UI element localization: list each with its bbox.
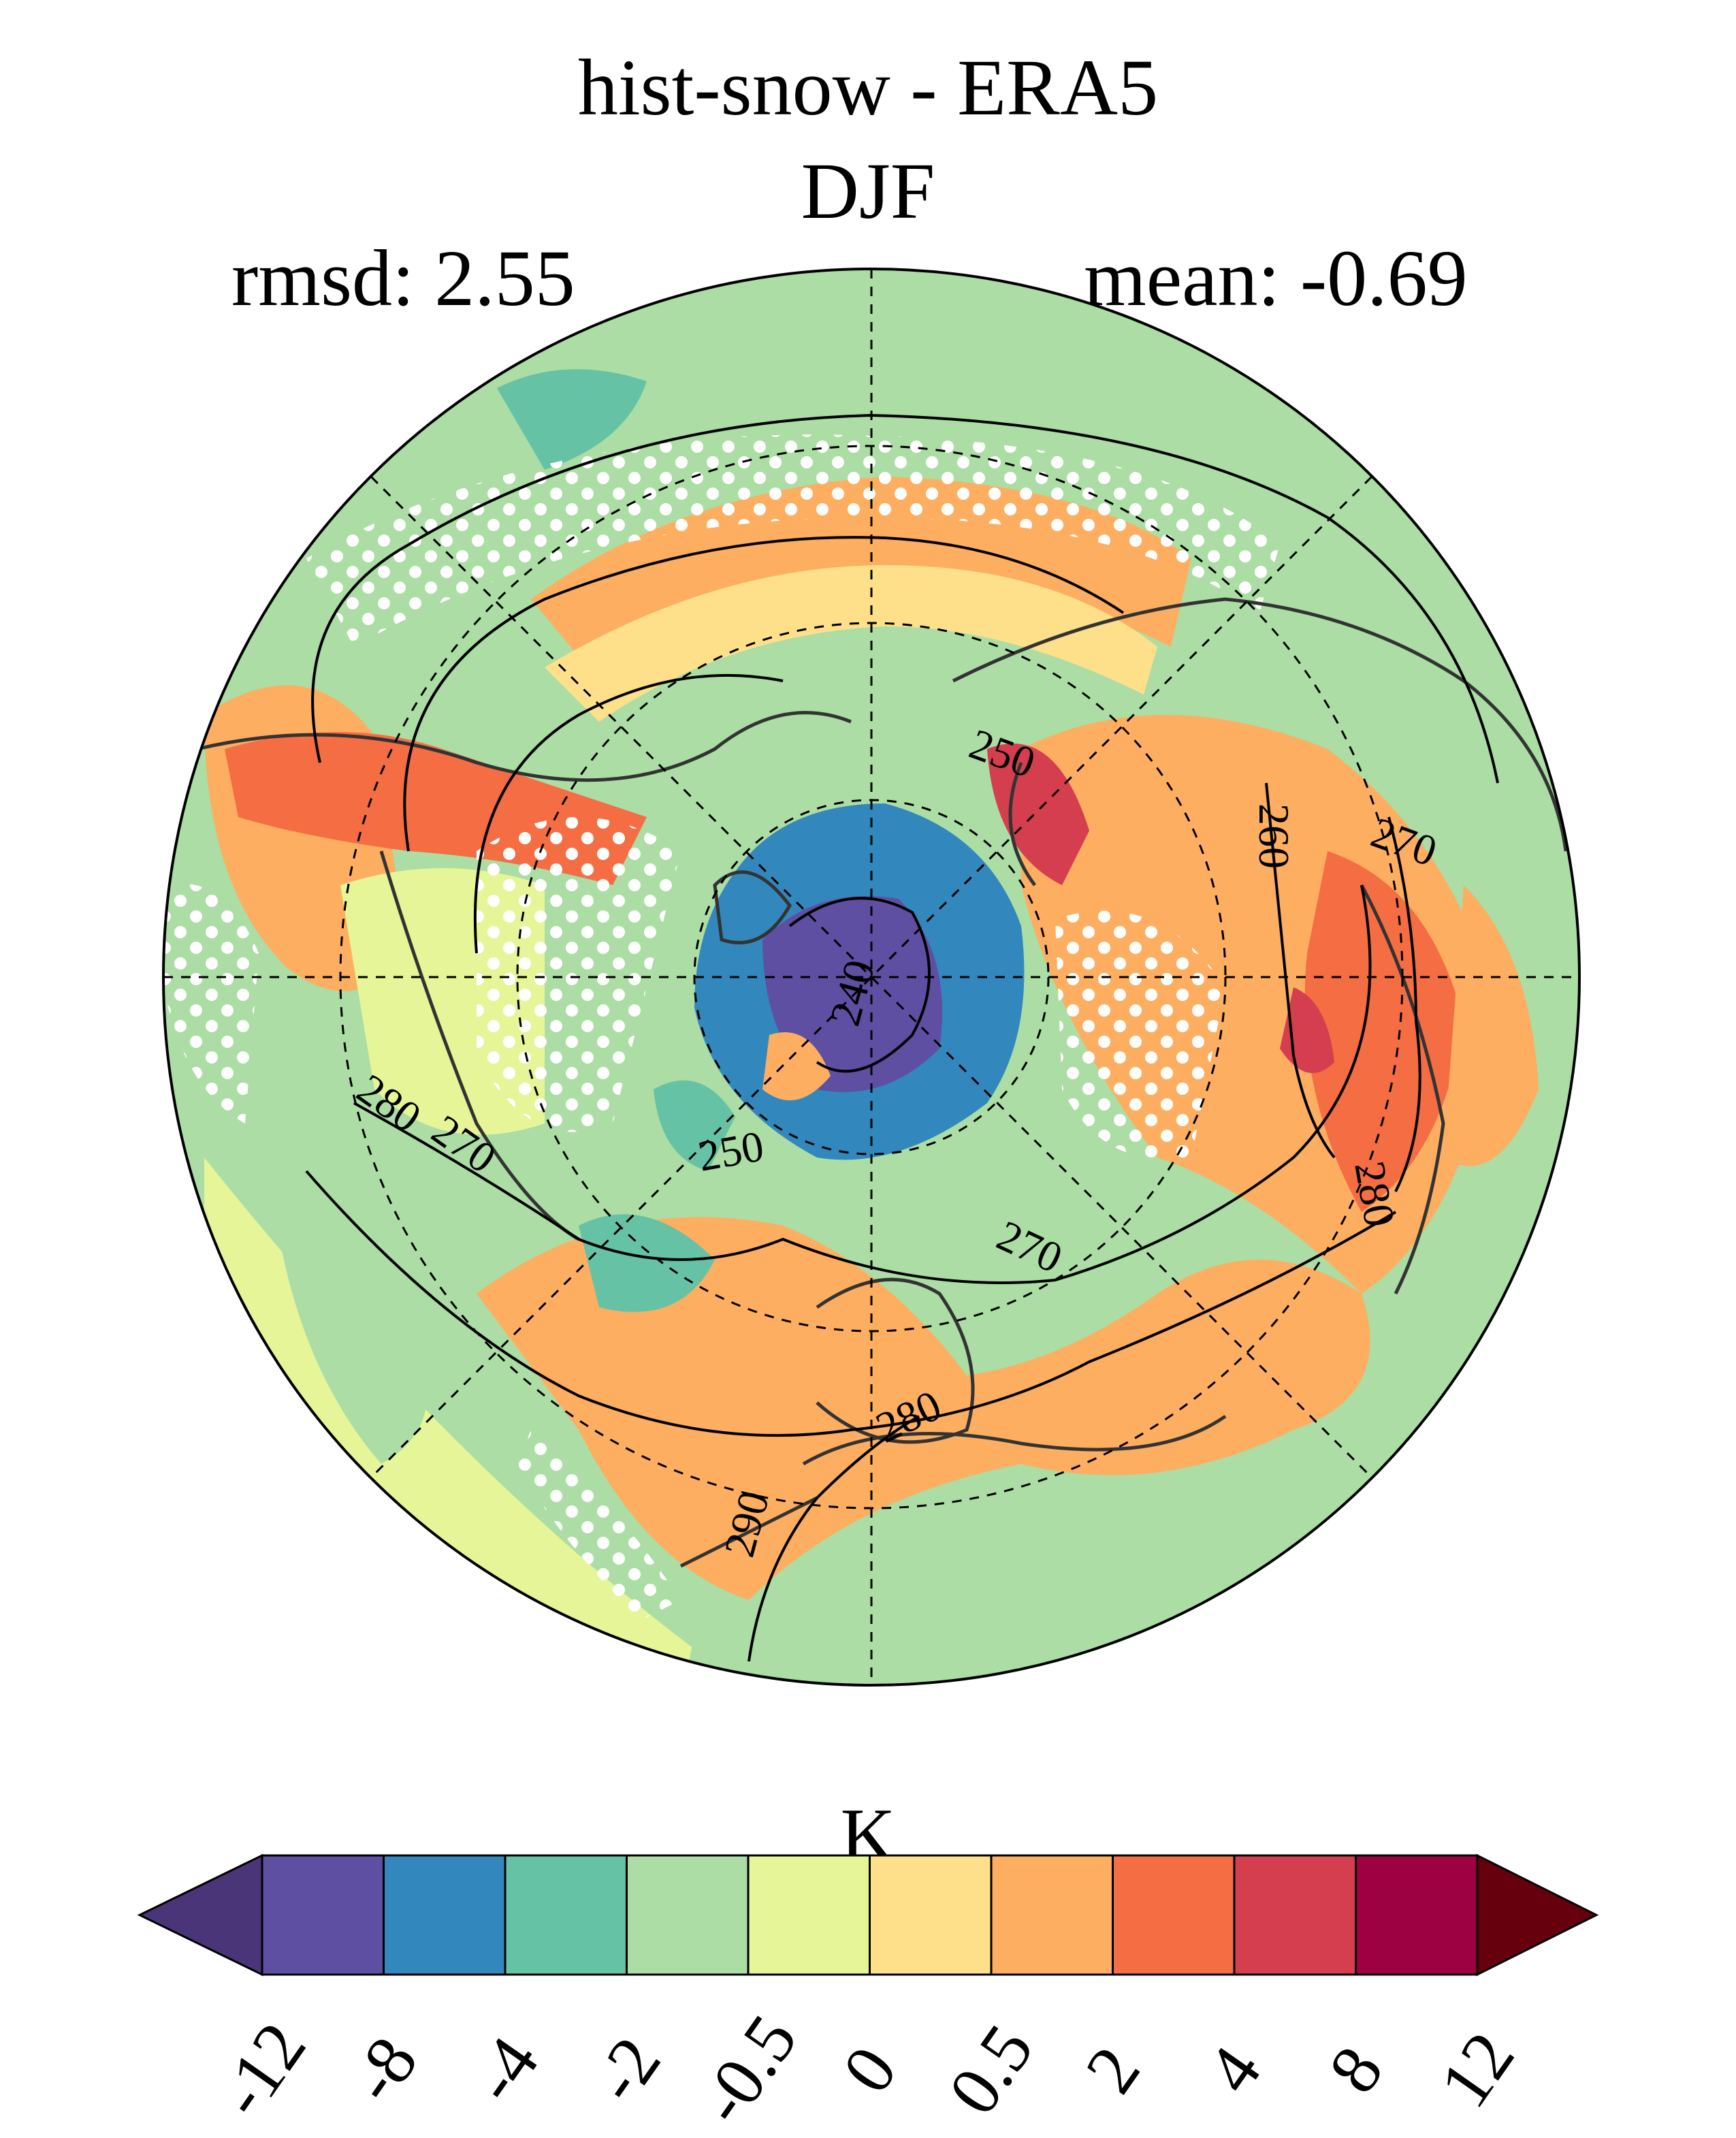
rmsd-label: rmsd: 2.55 <box>231 234 575 323</box>
colorbar-swatch <box>1112 1854 1236 1976</box>
colorbar-tick-label: -12 <box>202 2008 321 2131</box>
colorbar-tick-label: -4 <box>455 2023 554 2117</box>
colorbar-over-arrow <box>1476 1853 1599 1977</box>
contour-label: 280 <box>1345 1158 1404 1230</box>
colorbar-swatch <box>1233 1854 1357 1976</box>
colorbar-swatch <box>261 1854 385 1976</box>
colorbar-tick-label: -2 <box>577 2023 676 2117</box>
season-label: DJF <box>801 146 935 236</box>
colorbar-tick-label: 8 <box>1313 2032 1398 2107</box>
contour-label: 250 <box>694 1121 767 1181</box>
colorbar-swatch <box>990 1854 1114 1976</box>
colorbar-tick-label: 4 <box>1191 2032 1276 2107</box>
colorbar-tick-label: 0.5 <box>933 2011 1048 2128</box>
colorbar-swatch <box>504 1854 628 1976</box>
colorbar-under-arrow <box>137 1853 263 1977</box>
colorbar-unit-label: K <box>840 1793 896 1878</box>
map-title: hist-snow - ERA5 <box>577 43 1159 132</box>
colorbar-tick-label: -8 <box>334 2023 433 2117</box>
colorbar-tick-label: 0 <box>827 2032 912 2107</box>
colorbar-tick-label: -0.5 <box>684 2001 812 2138</box>
colorbar-swatch <box>1355 1854 1479 1976</box>
colorbar-tick-label: 2 <box>1070 2032 1155 2107</box>
mean-label: mean: -0.69 <box>1084 234 1468 323</box>
colorbar-tick-label: 12 <box>1424 2018 1530 2122</box>
map-field <box>163 269 1579 1685</box>
colorbar-swatch <box>383 1854 507 1976</box>
contour-label: 260 <box>1250 803 1298 869</box>
polar-map: 250 260 270 240 280 270 250 270 280 290 … <box>162 268 1581 1687</box>
colorbar-swatch <box>626 1854 750 1976</box>
